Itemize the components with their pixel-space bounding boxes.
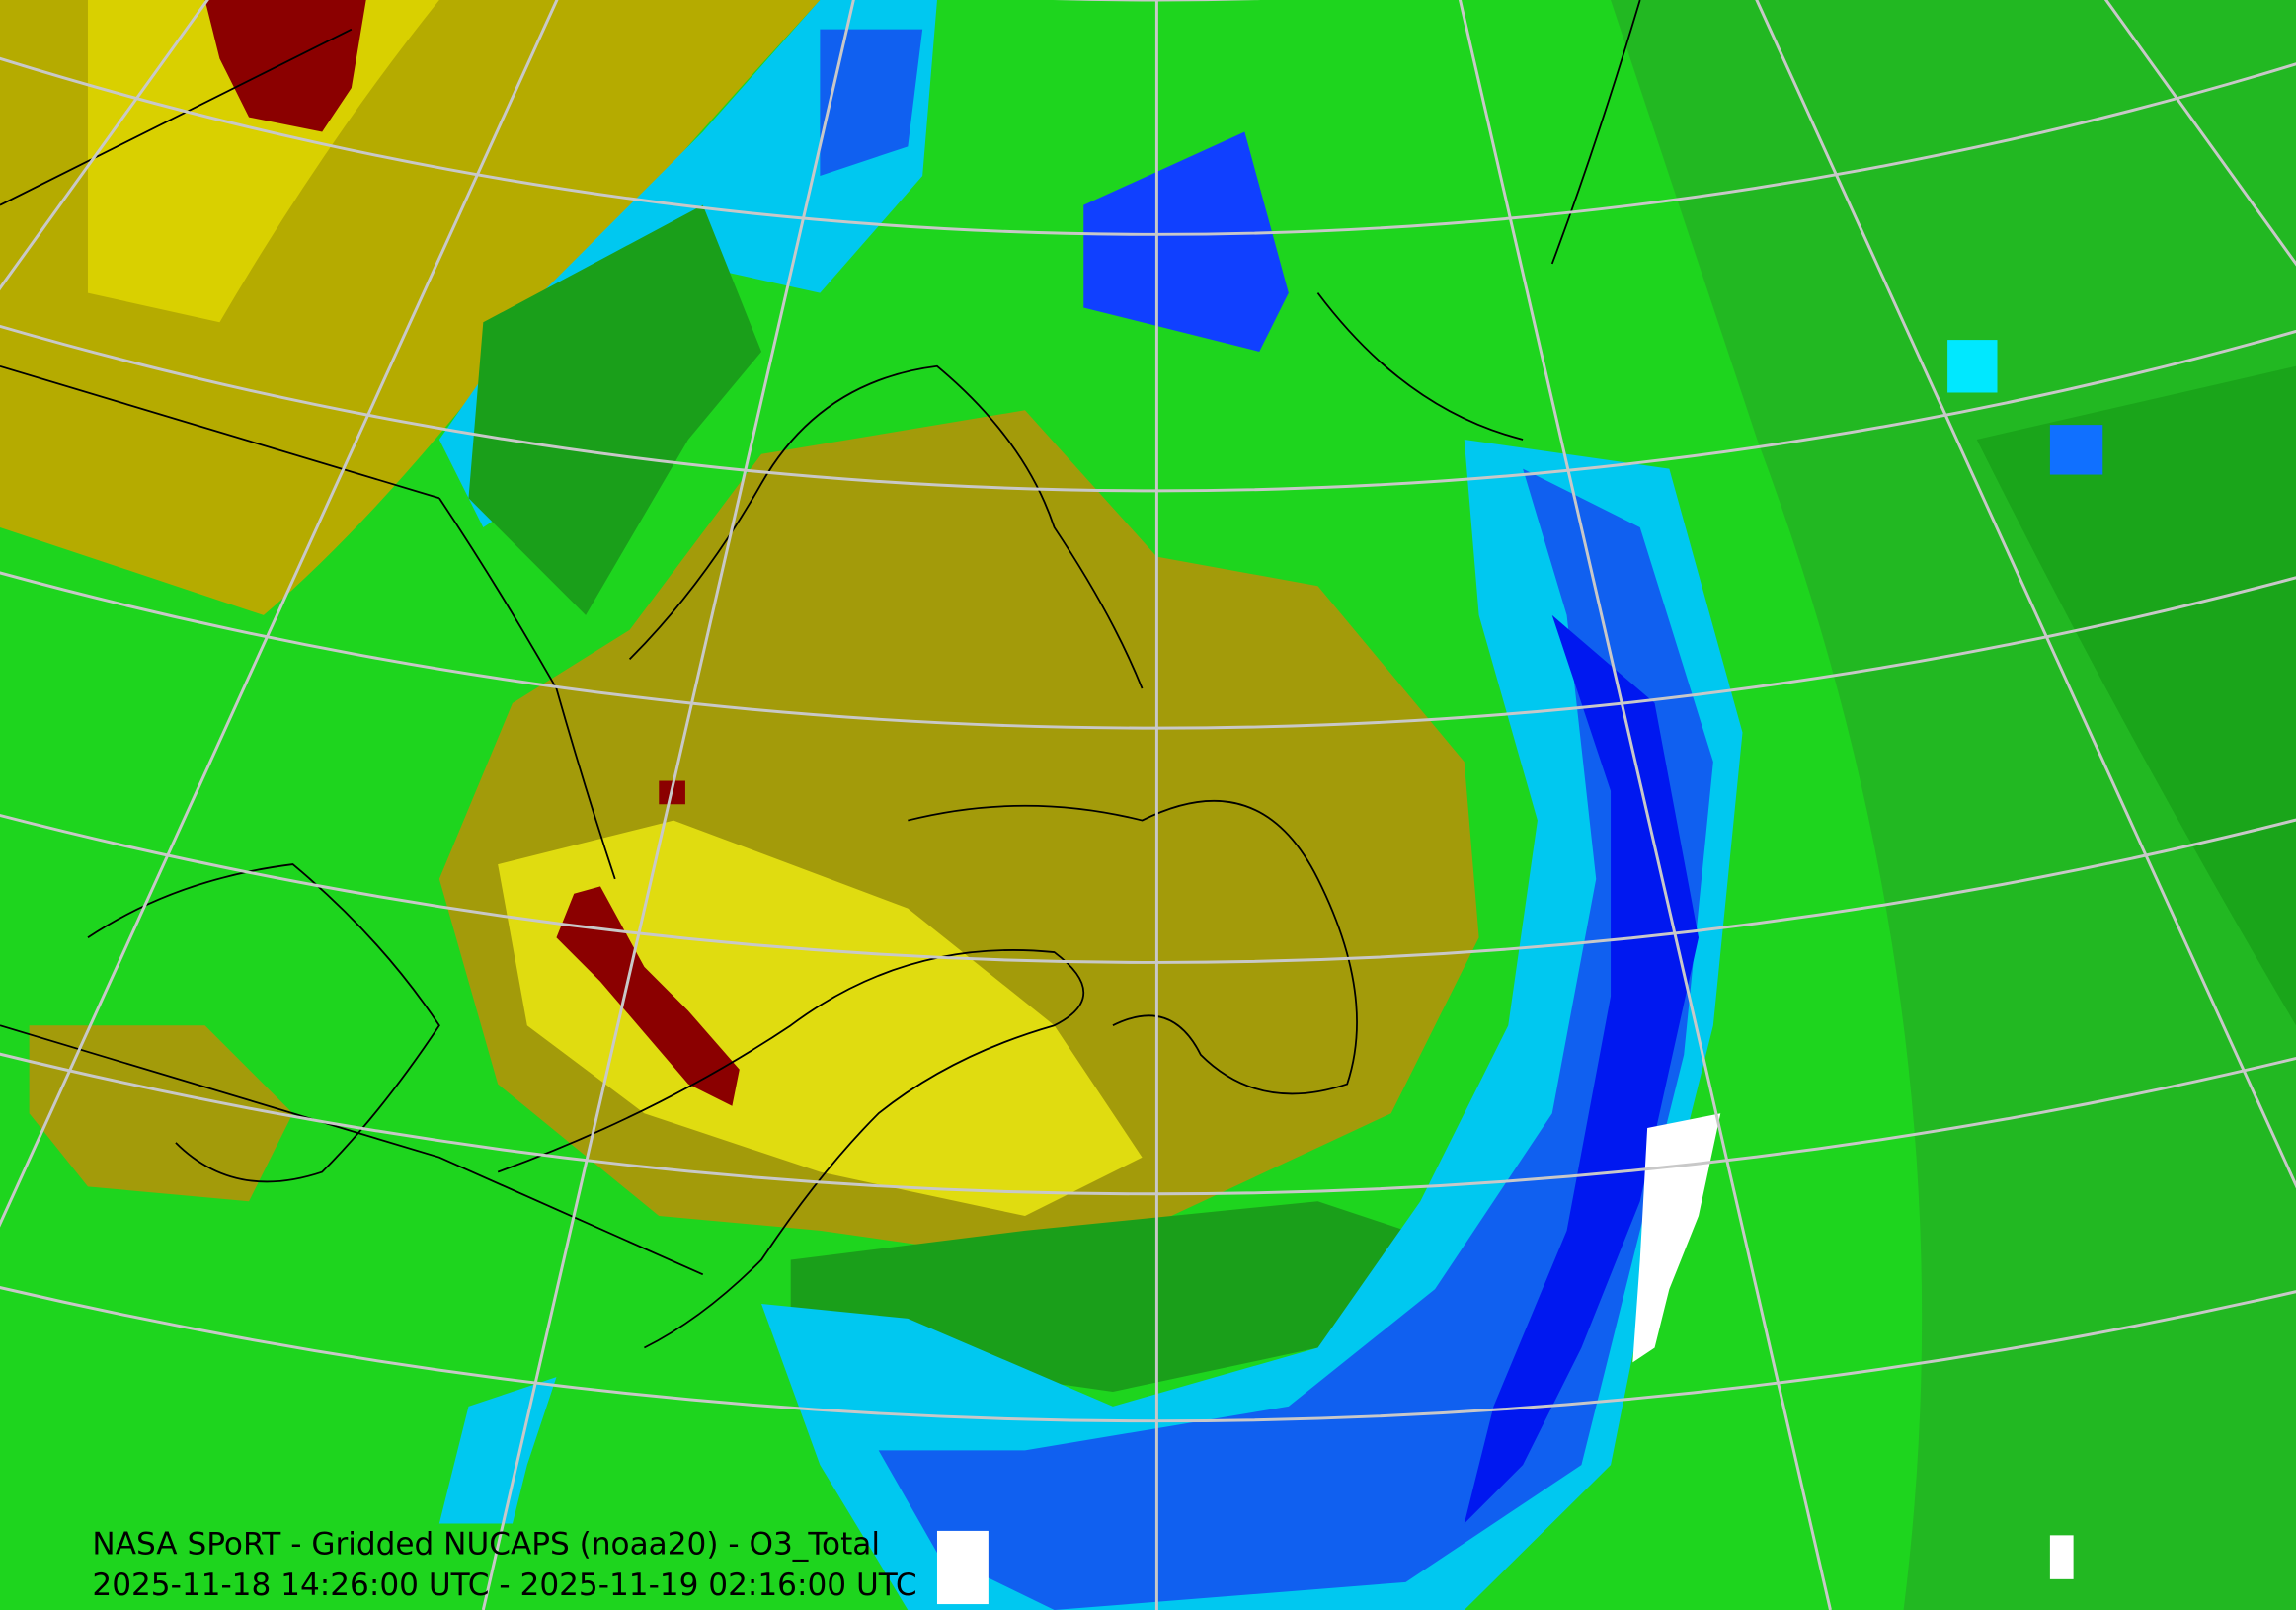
northwest-max	[204, 0, 366, 132]
east-field	[1611, 0, 2296, 1610]
ozone-low-blue	[878, 468, 1713, 1610]
north-blue-patch	[820, 29, 923, 176]
central-yellow	[498, 820, 1143, 1217]
central-max	[556, 886, 740, 1106]
dark-green-band	[468, 204, 762, 615]
blue-patch	[2049, 425, 2103, 475]
southwest-olive	[29, 1025, 293, 1202]
ozone-low-core	[1464, 614, 1700, 1524]
coastlines	[0, 0, 1641, 1349]
caption-title: NASA SPoRT - Gridded NUCAPS (noaa20) - O…	[92, 1527, 880, 1563]
ozone-min-white	[1632, 1113, 1721, 1363]
cyan-patch	[1947, 340, 1998, 393]
white-patch	[936, 1530, 989, 1605]
east-dark	[1976, 365, 2296, 1026]
caption-time: 2025-11-18 14:26:00 UTC - 2025-11-19 02:…	[92, 1568, 916, 1603]
white-patch	[2049, 1535, 2074, 1579]
north-blue-core	[1083, 131, 1289, 352]
